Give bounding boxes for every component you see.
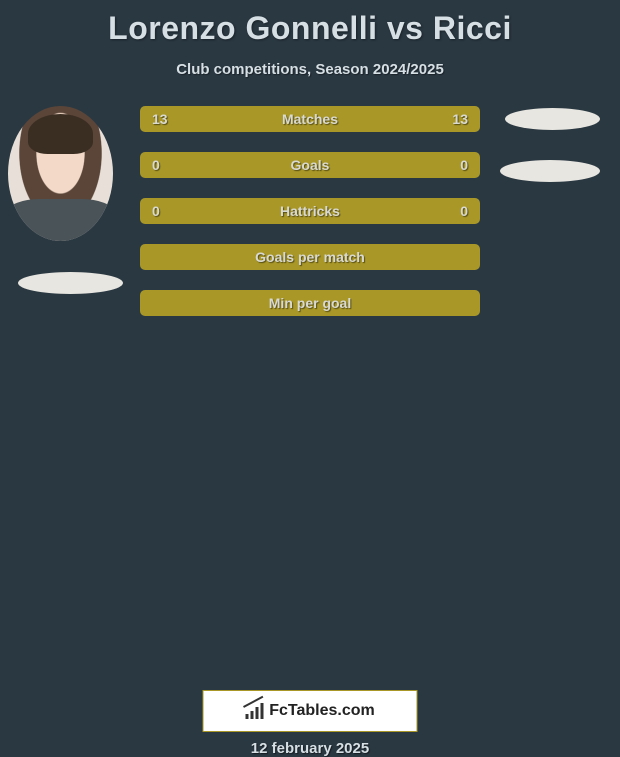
stat-row-hattricks: 0 Hattricks 0	[140, 198, 480, 224]
bar-chart-icon	[245, 703, 265, 719]
stat-left-value: 0	[152, 203, 174, 219]
stat-left-value: 0	[152, 157, 174, 173]
players-area: 13 Matches 13 0 Goals 0 0 Hattricks 0 Go…	[0, 106, 620, 336]
stat-left-value: 13	[152, 111, 174, 127]
stat-row-goals: 0 Goals 0	[140, 152, 480, 178]
stat-label: Min per goal	[269, 295, 351, 311]
stat-label: Goals per match	[255, 249, 365, 265]
stat-right-value: 13	[446, 111, 468, 127]
comparison-title: Lorenzo Gonnelli vs Ricci	[0, 0, 620, 47]
player-right-name-pill	[500, 160, 600, 182]
stat-row-goals-per-match: Goals per match	[140, 244, 480, 270]
stat-label: Goals	[291, 157, 330, 173]
stat-right-value: 0	[446, 203, 468, 219]
brand-box[interactable]: FcTables.com	[203, 690, 418, 732]
stat-label: Matches	[282, 111, 338, 127]
stat-right-value: 0	[446, 157, 468, 173]
player-left-photo	[8, 106, 113, 241]
brand-text: FcTables.com	[269, 702, 375, 720]
stats-container: 13 Matches 13 0 Goals 0 0 Hattricks 0 Go…	[140, 106, 480, 336]
stat-row-matches: 13 Matches 13	[140, 106, 480, 132]
comparison-subtitle: Club competitions, Season 2024/2025	[0, 61, 620, 78]
stat-row-min-per-goal: Min per goal	[140, 290, 480, 316]
player-right-photo-pill	[505, 108, 600, 130]
comparison-date: 12 february 2025	[251, 740, 369, 757]
stat-label: Hattricks	[280, 203, 340, 219]
player-left-name-pill	[18, 272, 123, 294]
